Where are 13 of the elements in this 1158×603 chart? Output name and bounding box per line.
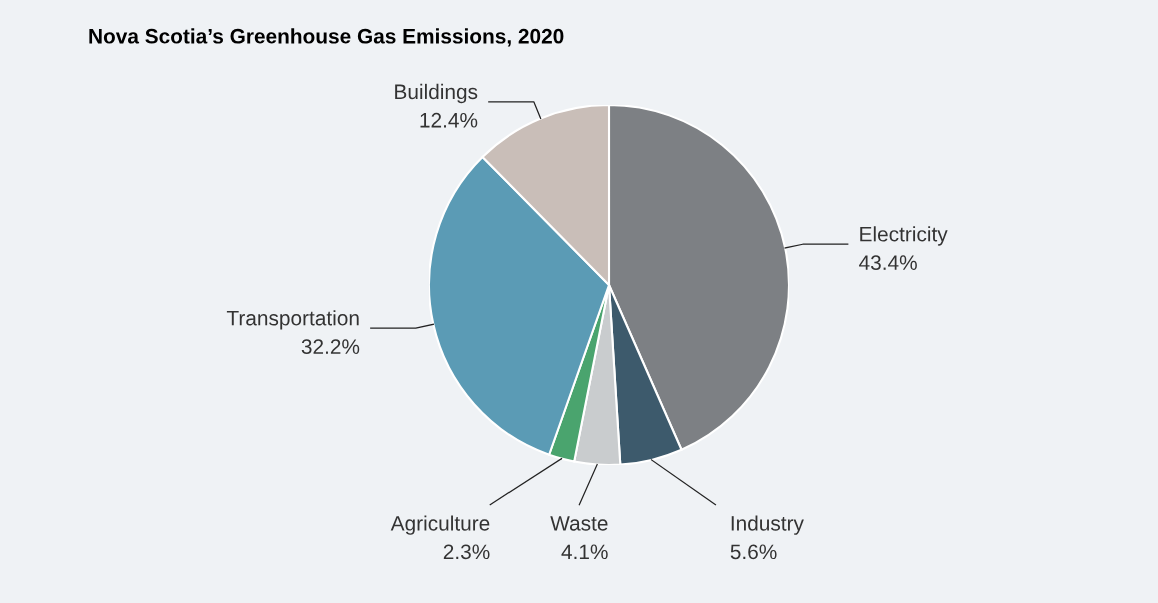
data-label: 2.3% [443,544,490,560]
slice-label: Agriculture [390,515,490,535]
data-label: 32.2% [301,339,360,354]
data-label: 5.6% [730,544,777,560]
data-label: 43.4% [859,255,917,271]
slice-label: Industry [731,515,804,535]
slice-label: Waste [550,516,608,531]
chart-title: Nova Scotia’s Greenhouse Gas Emissions, 2020 [89,28,564,47]
slice-label: Buildings [395,83,478,104]
data-label: 12.4% [420,112,478,128]
slice-label: Transportation [226,310,359,330]
data-label: 4.1% [561,544,608,560]
slice-label: Electricity [860,226,948,246]
